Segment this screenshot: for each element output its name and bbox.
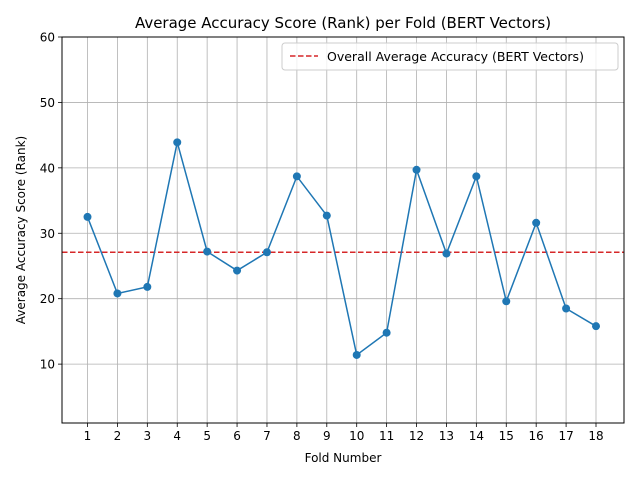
data-point (472, 172, 481, 181)
x-tick-label: 12 (409, 429, 424, 443)
legend-label-reference-line: Overall Average Accuracy (BERT Vectors) (327, 49, 584, 64)
y-axis-ticks: 10 20 30 40 50 60 (40, 31, 62, 372)
data-point (352, 350, 361, 359)
chart-title: Average Accuracy Score (Rank) per Fold (… (135, 14, 551, 32)
x-tick-label: 8 (293, 429, 301, 443)
y-tick-label: 30 (40, 227, 55, 241)
data-point (233, 266, 242, 275)
y-tick-label: 60 (40, 31, 55, 45)
x-tick-label: 15 (499, 429, 514, 443)
data-point (262, 248, 271, 257)
x-tick-label: 13 (439, 429, 454, 443)
y-tick-label: 10 (40, 358, 55, 372)
data-point (562, 304, 571, 313)
data-point (592, 322, 600, 331)
x-tick-label: 17 (558, 429, 573, 443)
x-tick-label: 6 (233, 429, 241, 443)
x-tick-label: 10 (349, 429, 364, 443)
data-point (502, 297, 511, 306)
data-point (382, 328, 391, 337)
x-tick-label: 14 (469, 429, 484, 443)
x-tick-label: 7 (263, 429, 271, 443)
x-tick-label: 4 (173, 429, 181, 443)
data-point (412, 165, 421, 174)
x-tick-label: 16 (529, 429, 544, 443)
x-tick-label: 2 (114, 429, 122, 443)
grid-lines (62, 36, 624, 423)
x-tick-label: 11 (379, 429, 394, 443)
data-point (113, 289, 122, 298)
data-point (173, 138, 182, 147)
y-tick-label: 40 (40, 161, 55, 175)
y-tick-label: 50 (40, 96, 55, 110)
x-tick-label: 3 (144, 429, 152, 443)
data-point (83, 212, 92, 221)
data-point (322, 211, 331, 220)
data-point (203, 247, 212, 256)
x-tick-label: 18 (588, 429, 603, 443)
plot-frame (61, 36, 625, 424)
legend-box (281, 42, 619, 71)
series-line (86, 142, 597, 357)
x-tick-label: 9 (323, 429, 331, 443)
data-point (532, 218, 541, 227)
data-point (292, 172, 301, 181)
y-axis-label: Average Accuracy Score (Rank) (14, 136, 28, 324)
data-point (143, 282, 152, 291)
data-point (442, 249, 451, 258)
x-tick-label: 5 (203, 429, 211, 443)
x-tick-label: 1 (84, 429, 92, 443)
x-axis-ticks: 1 2 3 4 5 6 7 8 9 10 11 12 13 14 15 16 17 18 (84, 423, 604, 443)
x-axis-label: Fold Number (305, 451, 382, 465)
legend: Overall Average Accuracy (BERT Vectors) (281, 42, 619, 71)
series-layer (83, 138, 600, 359)
y-tick-label: 20 (40, 292, 55, 306)
